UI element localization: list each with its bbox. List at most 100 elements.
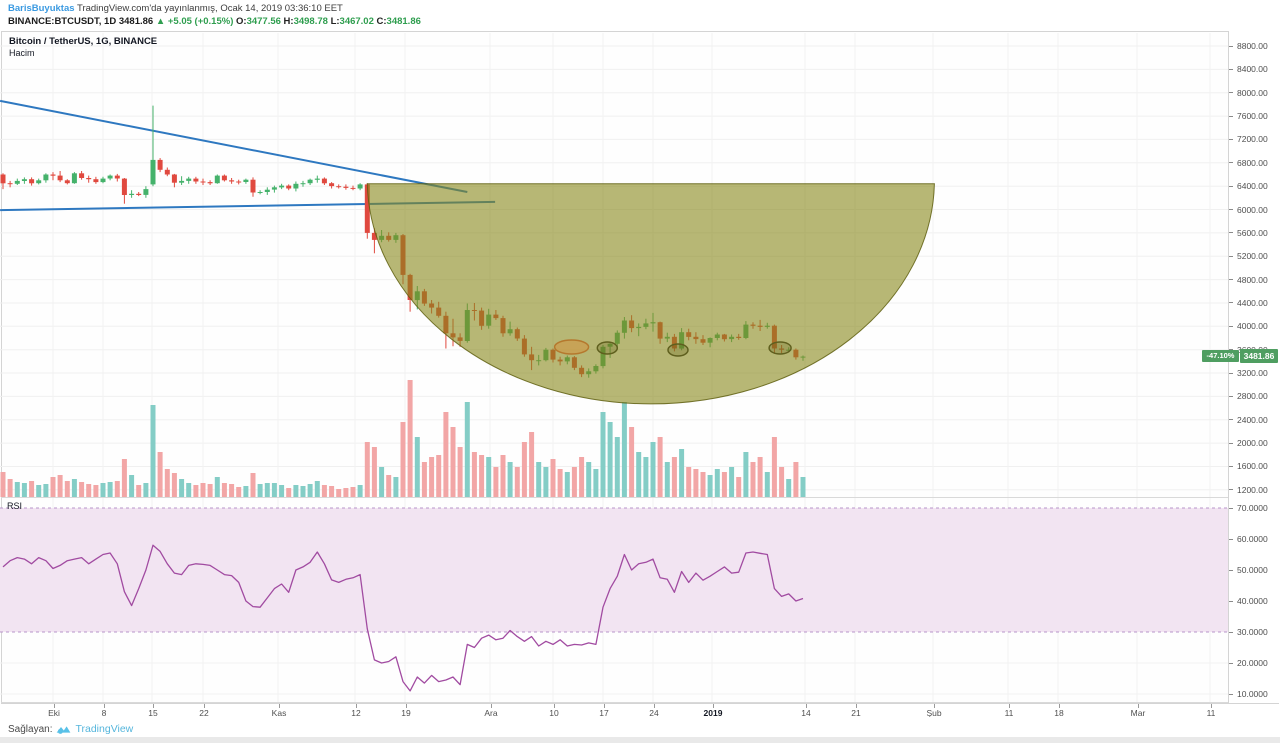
tradingview-link[interactable]: TradingView xyxy=(75,723,134,735)
change-percent-tag: -47.10% xyxy=(1202,350,1239,362)
price-tick xyxy=(1229,46,1233,47)
price-tick xyxy=(1229,69,1233,70)
time-tick xyxy=(279,704,280,708)
price-change: ▲ +5.05 (+0.15%) xyxy=(155,16,234,27)
price-tick xyxy=(1229,232,1233,233)
time-axis-label: 24 xyxy=(649,708,659,718)
time-tick xyxy=(356,704,357,708)
price-tick xyxy=(1229,279,1233,280)
symbol-line: BINANCE:BTCUSDT, 1D 3481.86 ▲ +5.05 (+0.… xyxy=(8,15,421,28)
time-tick xyxy=(554,704,555,708)
time-axis-label: 15 xyxy=(148,708,158,718)
time-axis-label: Eki xyxy=(48,708,60,718)
rsi-axis-label: 20.0000 xyxy=(1237,658,1268,668)
price-tick xyxy=(1229,116,1233,117)
price-tick xyxy=(1229,209,1233,210)
price-axis-label: 6000.00 xyxy=(1237,205,1268,215)
time-axis-label: 17 xyxy=(599,708,609,718)
time-axis-label: 18 xyxy=(1054,708,1064,718)
volume-indicator-label: Hacim xyxy=(9,48,35,58)
price-axis-label: 8000.00 xyxy=(1237,88,1268,98)
time-axis-label: 21 xyxy=(851,708,861,718)
pane-separator-bottom xyxy=(1,702,1228,703)
time-axis[interactable]: Eki 8 15 22 Kas 12 19 Ara 10 17 24 2019 14 21 Şub 11 18 M… xyxy=(1,703,1279,719)
price-axis-label: 5600.00 xyxy=(1237,228,1268,238)
price-axis-label: 2800.00 xyxy=(1237,391,1268,401)
tradingview-logo-icon xyxy=(57,725,71,734)
time-tick xyxy=(604,704,605,708)
price-axis-label: 8400.00 xyxy=(1237,64,1268,74)
price-axis-label: 2400.00 xyxy=(1237,415,1268,425)
rsi-axis-label: 30.0000 xyxy=(1237,627,1268,637)
price-tick xyxy=(1229,466,1233,467)
price-tick xyxy=(1229,373,1233,374)
price-tick xyxy=(1229,489,1233,490)
provider-label: Sağlayan: xyxy=(8,723,53,735)
rsi-axis-label: 40.0000 xyxy=(1237,596,1268,606)
time-tick xyxy=(1059,704,1060,708)
price-axis-label: 3200.00 xyxy=(1237,368,1268,378)
time-axis-label: Şub xyxy=(926,708,942,718)
price-tick xyxy=(1229,186,1233,187)
price-axis-label: 6800.00 xyxy=(1237,158,1268,168)
time-axis-label: Ara xyxy=(484,708,498,718)
time-axis-label: 11 xyxy=(1206,708,1216,718)
rsi-axis-label: 50.0000 xyxy=(1237,565,1268,575)
time-tick xyxy=(934,704,935,708)
rsi-axis-label: 10.0000 xyxy=(1237,689,1268,699)
price-tick xyxy=(1229,396,1233,397)
price-axis-label: 7600.00 xyxy=(1237,111,1268,121)
time-tick xyxy=(54,704,55,708)
snapshot-header: BarisBuyuktas TradingView.com'da yayınla… xyxy=(8,2,421,28)
time-tick xyxy=(104,704,105,708)
price-axis-label: 4400.00 xyxy=(1237,298,1268,308)
price-axis-label: 1200.00 xyxy=(1237,485,1268,495)
close-label: C: xyxy=(376,16,387,27)
time-axis-label: 10 xyxy=(549,708,559,718)
published-line: BarisBuyuktas TradingView.com'da yayınla… xyxy=(8,2,421,15)
time-tick xyxy=(1138,704,1139,708)
open-label: O: xyxy=(236,16,247,27)
price-tick xyxy=(1229,139,1233,140)
rsi-tick xyxy=(1229,694,1233,695)
author-link[interactable]: BarisBuyuktas xyxy=(8,3,75,14)
price-axis[interactable]: 8800.00 8400.00 8000.00 7600.00 7200.00 6800.… xyxy=(1228,31,1280,703)
symbol-interval[interactable]: BINANCE:BTCUSDT, 1D xyxy=(8,16,117,27)
price-axis-label: 5200.00 xyxy=(1237,251,1268,261)
price-axis-label: 2000.00 xyxy=(1237,438,1268,448)
low-value: 3467.02 xyxy=(339,16,374,27)
price-tick xyxy=(1229,92,1233,93)
chart-canvas[interactable] xyxy=(0,31,1228,703)
time-axis-label: 8 xyxy=(101,708,107,718)
time-tick xyxy=(1211,704,1212,708)
open-value: 3477.56 xyxy=(246,16,281,27)
price-axis-label: 8800.00 xyxy=(1237,41,1268,51)
price-axis-label: 7200.00 xyxy=(1237,134,1268,144)
rsi-tick xyxy=(1229,508,1233,509)
price-axis-label: 4000.00 xyxy=(1237,321,1268,331)
last-price-tag: 3481.86 xyxy=(1240,349,1278,363)
time-tick xyxy=(491,704,492,708)
time-axis-label: 14 xyxy=(801,708,811,718)
rsi-tick xyxy=(1229,601,1233,602)
price-axis-label: 4800.00 xyxy=(1237,275,1268,285)
rsi-axis-label: 60.0000 xyxy=(1237,534,1268,544)
pane-separator[interactable] xyxy=(1,497,1228,498)
time-axis-label: 2019 xyxy=(703,708,723,718)
time-axis-label: Kas xyxy=(271,708,287,718)
price-tick xyxy=(1229,443,1233,444)
time-tick xyxy=(806,704,807,708)
time-axis-label: 19 xyxy=(401,708,411,718)
low-label: L: xyxy=(330,16,340,27)
chart-title: Bitcoin / TetherUS, 1G, BINANCE xyxy=(9,36,158,47)
price-tick xyxy=(1229,256,1233,257)
time-tick xyxy=(153,704,154,708)
time-tick xyxy=(713,704,714,708)
time-tick xyxy=(1009,704,1010,708)
price-tick xyxy=(1229,419,1233,420)
price-tick xyxy=(1229,302,1233,303)
price-tick xyxy=(1229,326,1233,327)
time-axis-label: 11 xyxy=(1004,708,1014,718)
close-value: 3481.86 xyxy=(386,16,421,27)
